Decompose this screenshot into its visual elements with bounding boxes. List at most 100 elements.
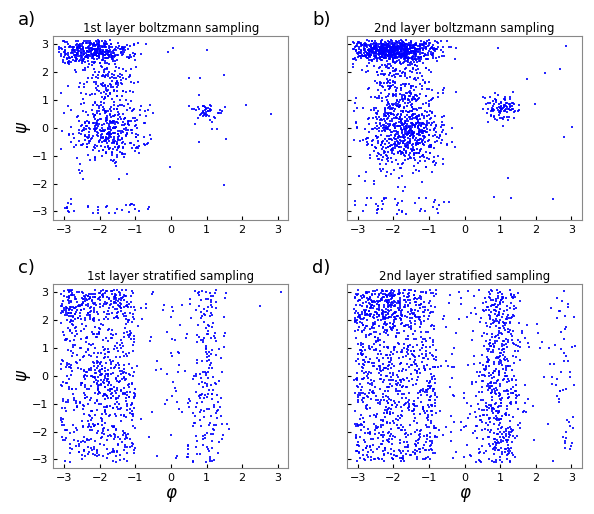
Point [439,52,448,60]
Point [206,301,216,309]
Point [399,41,408,49]
Point [109,104,119,113]
Point [494,319,504,327]
Point [508,451,518,459]
Point [491,332,500,340]
Point [513,336,523,344]
Point [69,134,79,142]
Point [204,405,214,413]
Title: 2nd layer boltzmann sampling: 2nd layer boltzmann sampling [374,22,555,35]
Point [486,379,496,387]
Point [102,40,111,48]
Point [62,362,71,371]
Point [106,130,115,138]
Point [92,124,102,132]
Point [97,43,107,51]
Point [116,336,125,344]
Point [357,40,366,48]
Point [385,351,394,359]
Point [387,364,396,373]
Point [189,372,199,380]
Point [384,46,393,54]
Point [79,83,89,91]
Point [401,399,410,408]
Point [392,141,402,149]
Point [113,359,123,367]
Point [119,361,128,370]
Point [105,401,115,410]
Point [485,99,495,107]
Point [407,112,416,120]
Point [415,104,424,113]
Point [77,301,86,309]
Point [105,130,114,138]
Point [365,313,375,321]
Point [204,329,213,338]
Point [354,38,364,46]
Point [388,54,398,62]
Point [76,53,86,62]
Point [481,366,490,374]
Point [417,40,426,48]
Point [100,81,110,89]
Point [552,375,562,383]
Point [127,399,137,408]
Point [422,343,431,352]
Point [390,286,399,295]
Point [374,43,384,51]
Point [128,314,137,322]
Point [416,426,425,434]
Point [89,445,99,453]
Point [414,119,424,127]
Point [391,45,400,53]
Point [85,41,94,49]
Point [381,111,390,119]
Point [103,386,113,394]
Point [201,371,211,379]
Point [106,118,116,126]
Point [406,82,416,90]
Point [101,300,110,308]
Point [79,54,89,63]
Point [396,39,406,47]
Point [89,110,98,118]
Point [83,51,93,60]
Point [380,46,389,54]
Point [400,71,409,80]
Point [188,457,197,466]
Point [374,150,384,158]
Point [200,368,210,376]
Point [465,451,475,459]
Point [387,49,396,57]
Point [109,424,119,432]
Point [348,54,358,63]
Point [104,122,113,130]
Point [206,412,216,420]
Point [67,298,76,306]
Point [102,370,111,378]
Point [202,369,211,377]
Point [207,303,216,311]
Point [393,451,402,460]
Point [103,426,113,434]
Point [366,51,376,60]
Point [364,374,373,382]
Point [173,368,183,376]
Point [98,452,108,461]
Point [387,105,396,114]
Point [430,396,440,404]
Point [409,309,418,317]
Point [97,134,106,142]
Point [499,345,508,353]
Point [381,45,390,53]
Point [495,329,504,338]
Point [398,365,407,374]
Point [76,51,86,59]
Point [107,72,116,81]
Point [492,438,502,447]
Point [130,424,140,432]
Point [412,447,422,455]
Point [99,137,109,145]
Point [410,306,420,314]
Point [106,358,115,366]
